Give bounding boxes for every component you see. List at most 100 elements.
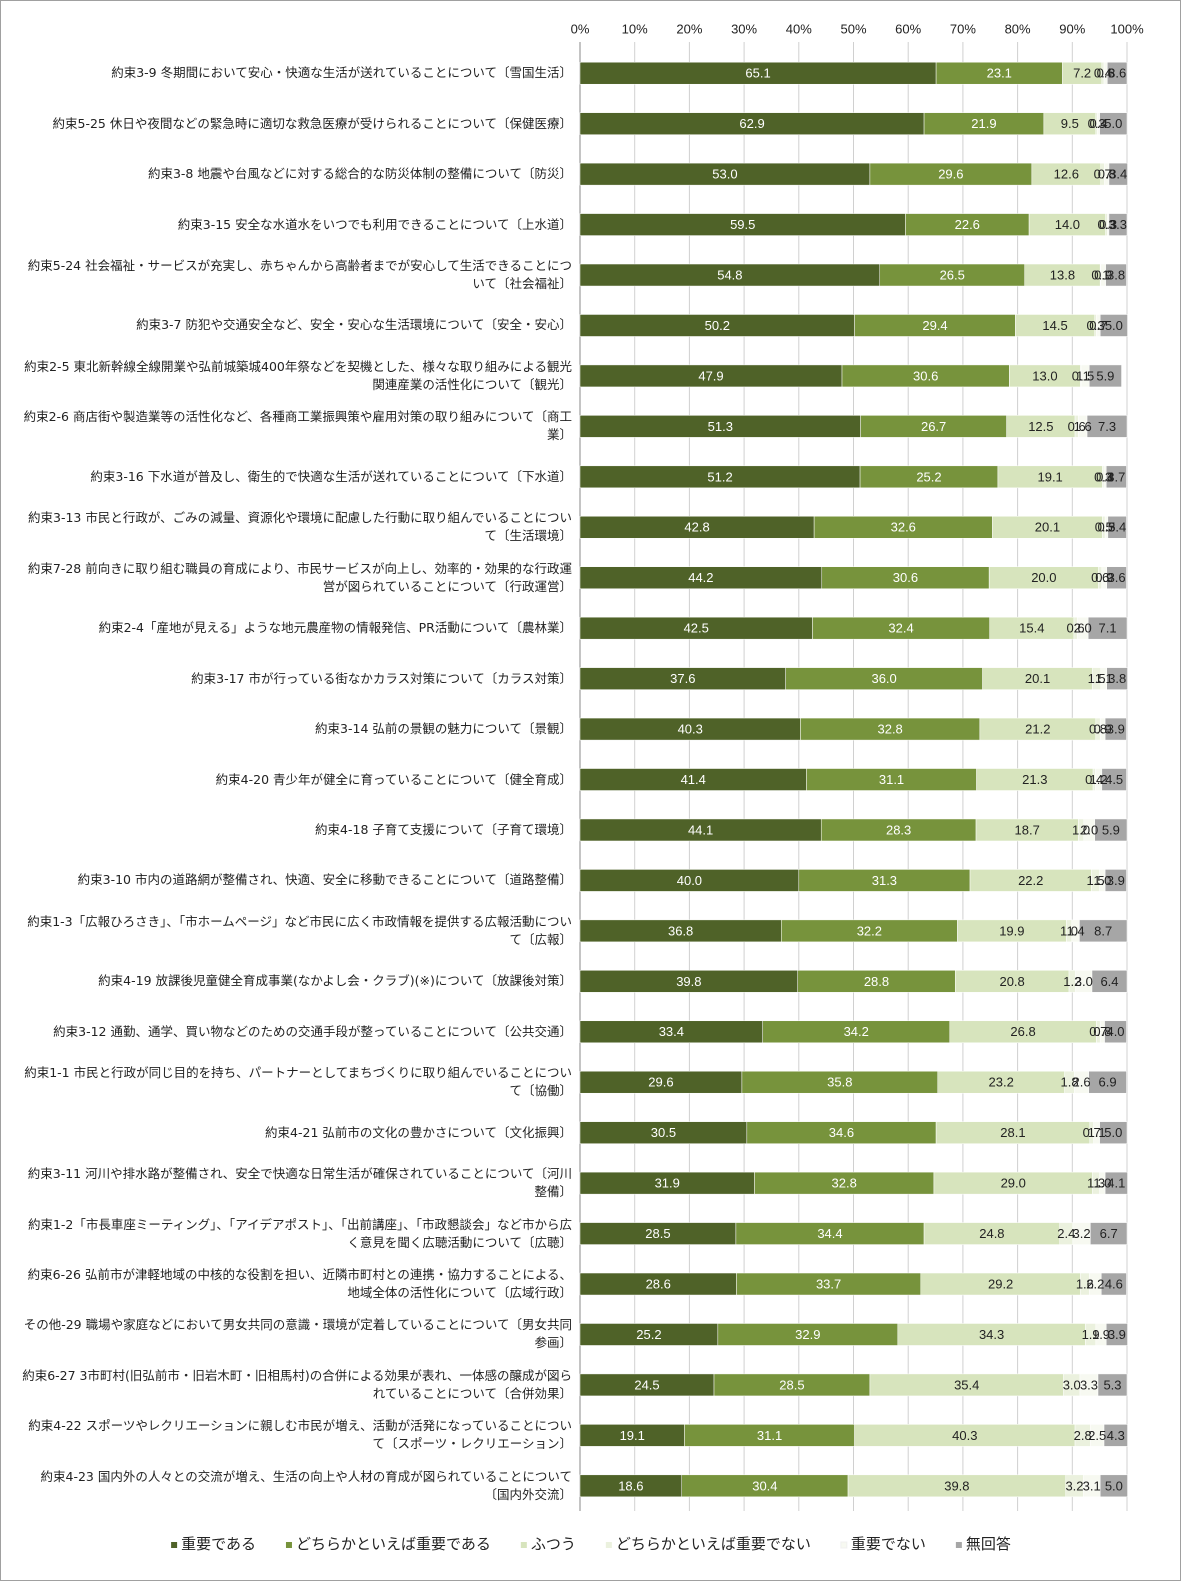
- bar-segment: [1105, 1323, 1128, 1346]
- value-label: 0.8: [1093, 1024, 1111, 1039]
- value-label: 0.9: [1094, 267, 1112, 282]
- value-label: 0.3: [1088, 116, 1106, 131]
- value-label: 41.4: [681, 772, 706, 787]
- x-tick-label: 100%: [1110, 21, 1144, 36]
- value-label: 1.3: [1087, 1176, 1105, 1191]
- bar-segment: [1101, 1272, 1127, 1296]
- legend-label: 無回答: [966, 1536, 1011, 1553]
- value-label: 1.6: [1076, 1276, 1094, 1291]
- value-label: 2.5: [1088, 1428, 1106, 1443]
- value-label: 28.3: [886, 822, 911, 837]
- category-text: 約束7-28 前向きに取り組む職員の育成により、市民サービスが向上し、効率的・効…: [27, 560, 572, 594]
- bar-segment: [1091, 970, 1128, 993]
- value-label: 5.9: [1096, 368, 1114, 383]
- value-label: 18.7: [1015, 822, 1040, 837]
- bar-segment: [1099, 1121, 1128, 1144]
- category-label: 約束5-24 社会福祉・サービスが充実し、赤ちゃんから高齢者までが安心して生活で…: [20, 252, 572, 298]
- value-label: 4.3: [1107, 1428, 1125, 1443]
- value-label: 0.3: [1094, 469, 1112, 484]
- bar-segment: [1104, 1171, 1128, 1195]
- value-label: 4.1: [1107, 1176, 1125, 1191]
- value-label: 1.0: [1093, 873, 1111, 888]
- value-label: 3.9: [1107, 873, 1125, 888]
- value-label: 5.9: [1102, 822, 1120, 837]
- value-label: 31.1: [879, 772, 904, 787]
- category-text: 約束3-17 市が行っている街なかカラス対策について〔カラス対策〕: [191, 670, 572, 686]
- value-label: 29.6: [648, 1075, 673, 1090]
- bar-segment: [1099, 1474, 1128, 1498]
- category-label: 約束6-27 3市町村(旧弘前市・旧岩木町・旧相馬村)の合併による効果が表れ、一…: [20, 1362, 572, 1408]
- value-label: 21.9: [971, 116, 996, 131]
- value-label: 1.5: [1076, 368, 1094, 383]
- value-label: 5.0: [1105, 318, 1123, 333]
- value-label: 3.4: [1109, 167, 1127, 182]
- category-text: 約束4-22 スポーツやレクリエーションに親しむ市民が増え、活動が活発になってい…: [28, 1418, 572, 1452]
- value-label: 47.9: [698, 368, 723, 383]
- bar-segment: [1106, 566, 1127, 589]
- value-label: 3.3: [1109, 217, 1127, 232]
- value-label: 13.8: [1050, 267, 1075, 282]
- x-tick-label: 60%: [895, 21, 921, 36]
- value-label: 3.6: [1108, 66, 1126, 81]
- value-label: 1.5: [1087, 873, 1105, 888]
- category-label: 約束1-2「市長車座ミーティング」、「アイデアポスト」、「出前講座」、「市政懇談…: [20, 1211, 572, 1257]
- value-label: 30.5: [651, 1125, 676, 1140]
- value-label: 51.3: [708, 419, 733, 434]
- value-label: 53.0: [712, 167, 737, 182]
- value-label: 0.3: [1099, 217, 1117, 232]
- value-label: 0.5: [1095, 520, 1113, 535]
- x-tick-label: 50%: [840, 21, 866, 36]
- category-text: 約束2-5 東北新幹線全線開業や弘前城築城400年祭などを契機とした、様々な取り…: [24, 358, 572, 392]
- value-label: 4.0: [1106, 1024, 1124, 1039]
- category-text: 約束3-15 安全な水道水をいつでも利用できることについて〔上水道〕: [177, 216, 572, 232]
- value-label: 6.9: [1099, 1075, 1117, 1090]
- legend-swatch: [285, 1542, 292, 1548]
- value-label: 62.9: [739, 116, 764, 131]
- legend-label: 重要である: [181, 1536, 256, 1553]
- value-label: 0.7: [1089, 1024, 1107, 1039]
- value-label: 3.8: [1107, 267, 1125, 282]
- value-label: 1.5: [1088, 671, 1106, 686]
- value-label: 3.6: [1108, 570, 1126, 585]
- category-label: 約束4-21 弘前市の文化の豊かさについて〔文化振興〕: [20, 1110, 572, 1156]
- value-label: 35.4: [954, 1377, 979, 1392]
- value-label: 0.4: [1090, 116, 1108, 131]
- value-label: 0.4: [1085, 772, 1103, 787]
- bar-segment: [1087, 616, 1128, 640]
- x-tick-label: 40%: [786, 21, 812, 36]
- category-label: 約束2-5 東北新幹線全線開業や弘前城築城400年祭などを契機とした、様々な取り…: [20, 353, 572, 399]
- value-label: 4.6: [1105, 1276, 1123, 1291]
- value-label: 30.6: [893, 570, 918, 585]
- value-label: 21.2: [1025, 722, 1050, 737]
- bar-segment: [1089, 364, 1122, 388]
- category-text: 約束6-27 3市町村(旧弘前市・旧岩木町・旧相馬村)の合併による効果が表れ、一…: [22, 1367, 572, 1401]
- category-text: 約束3-9 冬期間において安心・快適な生活が送れていることについて〔雪国生活〕: [111, 65, 572, 81]
- value-label: 65.1: [745, 66, 770, 81]
- value-label: 0.6: [1091, 570, 1109, 585]
- value-label: 37.6: [670, 671, 695, 686]
- value-label: 0.6: [1068, 419, 1086, 434]
- value-label: 1.1: [1095, 671, 1113, 686]
- value-label: 26.7: [921, 419, 946, 434]
- value-label: 0.1: [1091, 267, 1109, 282]
- category-label: 約束6-26 弘前市が津軽地域の中核的な役割を担い、近隣市町村との連携・協力する…: [20, 1261, 572, 1307]
- value-label: 34.3: [979, 1327, 1004, 1342]
- value-labels: 65.1 23.1 7.2 0.40.63.662.9 21.9 9.5 0.30.45.0…: [618, 66, 1127, 1494]
- value-label: 4.5: [1105, 772, 1123, 787]
- value-label: 36.0: [871, 671, 896, 686]
- value-label: 2.8: [1074, 1428, 1092, 1443]
- bar-segment: [1107, 516, 1127, 539]
- value-label: 50.2: [705, 318, 730, 333]
- category-label: 約束4-23 国内外の人々との交流が増え、生活の向上や人材の育成が図られているこ…: [20, 1463, 572, 1509]
- category-text: 約束5-25 休日や夜間などの緊急時に適切な救急医療が受けられることについて〔保…: [52, 115, 572, 131]
- value-label: 20.0: [1031, 570, 1056, 585]
- value-label: 25.2: [916, 469, 941, 484]
- value-label: 12.6: [1054, 167, 1079, 182]
- legend-swatch: [171, 1542, 178, 1548]
- category-text: 約束4-21 弘前市の文化の豊かさについて〔文化振興〕: [265, 1124, 572, 1140]
- value-label: 21.3: [1022, 772, 1047, 787]
- category-text: 約束3-8 地震や台風などに対する総合的な防災体制の整備について〔防災〕: [147, 166, 572, 182]
- category-label: 約束3-16 下水道が普及し、衛生的で快適な生活が送れていることについて〔下水道…: [20, 454, 572, 500]
- x-tick-label: 20%: [676, 21, 702, 36]
